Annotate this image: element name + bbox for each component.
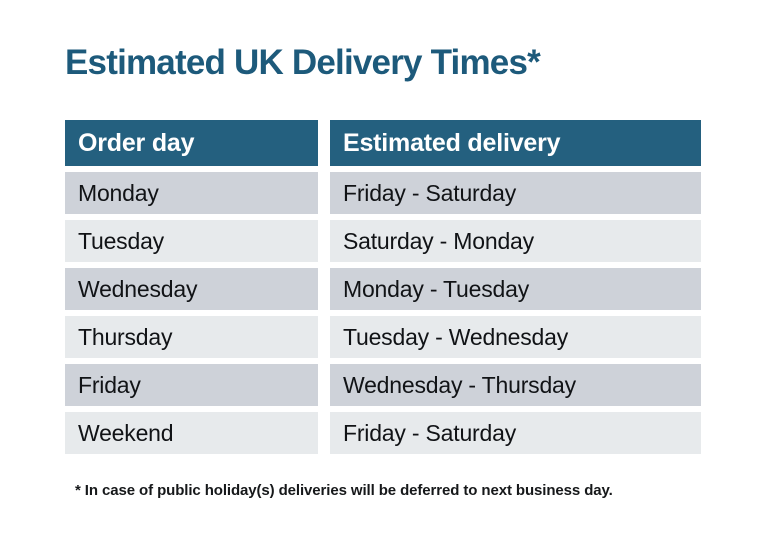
column-header-order-day: Order day — [65, 120, 318, 166]
order-day-cell: Thursday — [65, 316, 318, 358]
estimated-delivery-cell: Wednesday - Thursday — [330, 364, 701, 406]
footnote: * In case of public holiday(s) deliverie… — [75, 482, 613, 499]
page-title: Estimated UK Delivery Times* — [65, 43, 541, 82]
order-day-cell: Tuesday — [65, 220, 318, 262]
order-day-cell: Wednesday — [65, 268, 318, 310]
column-header-estimated-delivery: Estimated delivery — [330, 120, 701, 166]
estimated-delivery-cell: Tuesday - Wednesday — [330, 316, 701, 358]
estimated-delivery-cell: Friday - Saturday — [330, 172, 701, 214]
estimated-delivery-cell: Friday - Saturday — [330, 412, 701, 454]
order-day-cell: Weekend — [65, 412, 318, 454]
order-day-cell: Friday — [65, 364, 318, 406]
estimated-delivery-cell: Saturday - Monday — [330, 220, 701, 262]
estimated-delivery-cell: Monday - Tuesday — [330, 268, 701, 310]
order-day-cell: Monday — [65, 172, 318, 214]
delivery-times-table: Order day Estimated delivery Monday Frid… — [65, 120, 701, 454]
